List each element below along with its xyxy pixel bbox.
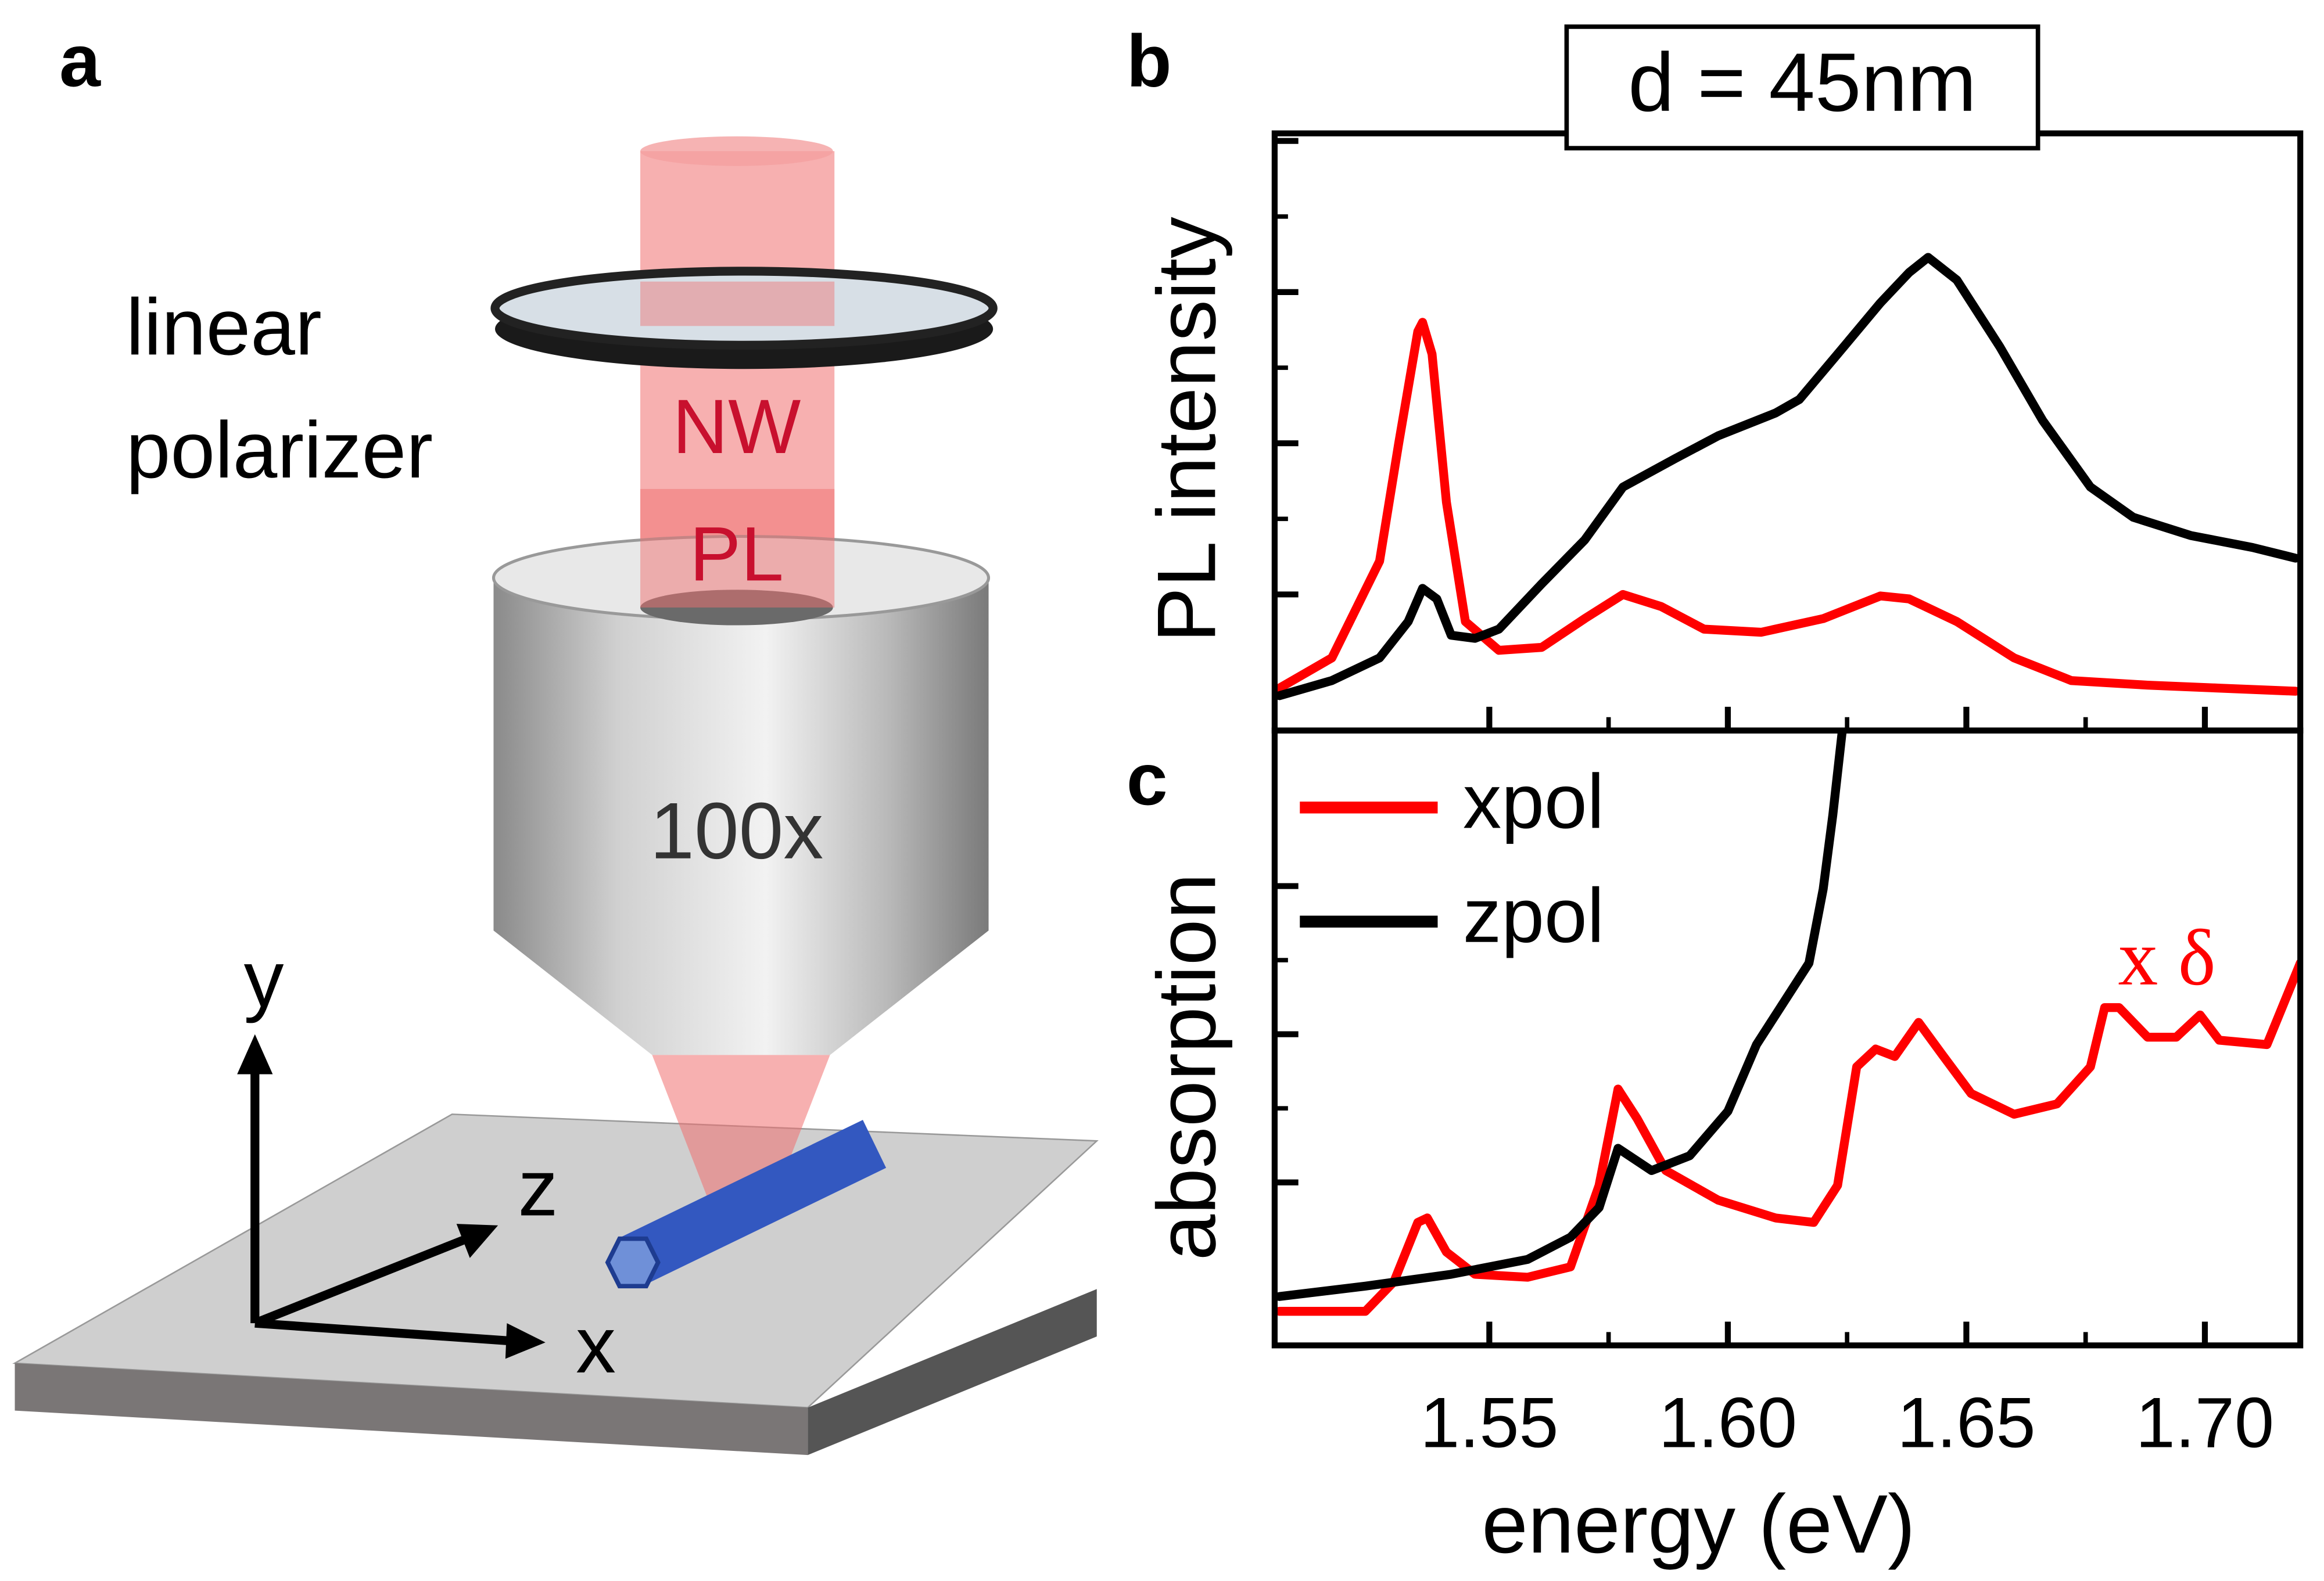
panel-label: b [1127, 20, 1172, 103]
legend-label: xpol [1463, 759, 1604, 845]
arrow-head [505, 1323, 546, 1359]
plot-frame [1271, 130, 2304, 734]
y-axis-label: PL intensity [1141, 217, 1233, 643]
arrow-head [456, 1224, 498, 1258]
annotation: x δ [2118, 913, 2215, 1002]
data-line [1275, 730, 1847, 1301]
legend-label: zpol [1463, 873, 1604, 959]
x-tick-label: 1.55 [1420, 1383, 1558, 1463]
x-tick-label: 1.60 [1659, 1383, 1797, 1463]
polarizer [490, 267, 998, 350]
coordinate-axes [237, 1034, 546, 1359]
axis-name: y [244, 935, 284, 1024]
plot-area [1275, 730, 2301, 1316]
data-line [1275, 958, 2301, 1316]
plot-frame [1271, 727, 2304, 1349]
objective [493, 577, 989, 1055]
chart-title: d = 45nm [1628, 37, 1977, 129]
beam-label: NW [672, 384, 801, 470]
x-axis-label: energy (eV) [1482, 1478, 1915, 1571]
beam-lower [640, 488, 835, 608]
data-line [1275, 318, 2300, 696]
y-axis-label: absorption [1141, 873, 1233, 1260]
setup-diagram: a linear polarizer NW PL 100x y z x [12, 20, 1099, 1456]
panel-label: a [59, 20, 101, 103]
nanowire-end [605, 1236, 661, 1289]
substrate-side [808, 1289, 1097, 1456]
data-line [1275, 253, 2300, 700]
panel-label: c [1127, 739, 1168, 821]
x-tick-label: 1.70 [2136, 1383, 2274, 1463]
plot-area [1275, 253, 2300, 700]
beam-top [640, 136, 833, 166]
substrate-front [15, 1363, 808, 1456]
z-axis-arrow [253, 1234, 469, 1328]
axis-name: z [518, 1144, 558, 1233]
arrow-head [237, 1034, 273, 1075]
x-axis-arrow [254, 1318, 512, 1346]
x-tick-label: 1.65 [1897, 1383, 2035, 1463]
beam-label: PL [690, 511, 784, 597]
title-box [1564, 24, 2040, 150]
axis-name: x [576, 1300, 616, 1390]
polarizer-label: polarizer [126, 405, 433, 495]
beam-through-polarizer [640, 281, 835, 326]
objective-label: 100x [650, 786, 823, 876]
polarizer-label: linear [126, 282, 322, 372]
nanowire [618, 1120, 887, 1287]
